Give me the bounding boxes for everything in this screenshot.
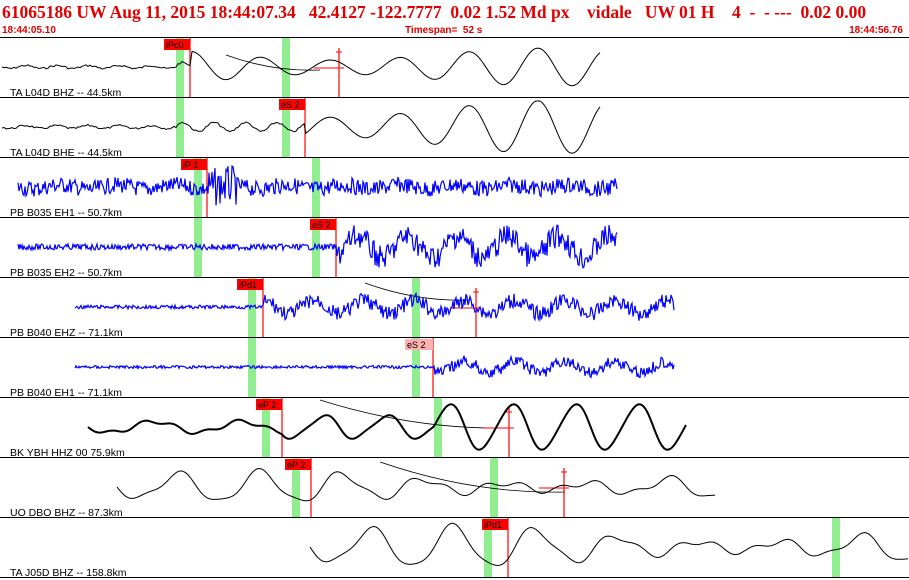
window-band[interactable] xyxy=(832,518,840,578)
pick-label-box[interactable] xyxy=(285,459,311,470)
station-label: PB B040 EH1 -- 71.1km xyxy=(10,387,122,399)
station-label: PB B035 EH2 -- 50.7km xyxy=(10,267,122,279)
station-label: UO DBO BHZ -- 87.3km xyxy=(10,507,123,519)
window-band[interactable] xyxy=(194,218,202,278)
pick-label: eP 2 xyxy=(258,400,276,410)
window-band[interactable] xyxy=(434,398,442,458)
waveform-trace xyxy=(74,291,675,323)
pick-label: iPd1 xyxy=(484,520,502,530)
window-band[interactable] xyxy=(176,98,184,158)
station-label: TA J05D BHZ -- 158.8km xyxy=(10,567,127,579)
trace-row[interactable]: eP 2 UO DBO BHZ -- 87.3km xyxy=(0,458,909,519)
window-band[interactable] xyxy=(176,38,184,98)
window-band[interactable] xyxy=(412,278,420,338)
station-label: PB B040 EHZ -- 71.1km xyxy=(10,327,123,339)
waveform-trace xyxy=(309,522,909,567)
pick-label-box[interactable] xyxy=(279,99,305,110)
station-label: BK YBH HHZ 00 75.9km xyxy=(10,447,125,459)
waveform-trace xyxy=(17,224,618,270)
waveform-trace xyxy=(17,165,618,206)
window-band[interactable] xyxy=(262,398,270,458)
pick-label: eP 2 xyxy=(287,460,305,470)
station-label: PB B035 EH1 -- 50.7km xyxy=(10,207,122,219)
window-band[interactable] xyxy=(490,458,498,518)
trace-row[interactable]: iPc0 TA L04D BHZ -- 44.5km xyxy=(0,38,909,99)
end-time-label: 18:44:56.76 xyxy=(849,25,903,36)
start-time-label: 18:44:05.10 xyxy=(2,25,56,36)
window-band[interactable] xyxy=(412,338,420,398)
waveform-trace xyxy=(74,354,675,379)
trace-row[interactable]: iPd1 PB B040 EHZ -- 71.1km xyxy=(0,278,909,339)
travel-time-curve xyxy=(319,399,511,429)
waveform-trace xyxy=(87,403,687,451)
window-band[interactable] xyxy=(292,458,300,518)
pick-label-box[interactable] xyxy=(237,279,263,290)
pick-label-box[interactable] xyxy=(256,399,282,410)
station-label: TA L04D BHZ -- 44.5km xyxy=(10,87,122,99)
pick-label-box[interactable] xyxy=(181,159,207,170)
waveform-trace xyxy=(116,467,715,502)
trace-row[interactable]: iPd1 TA J05D BHZ -- 158.8km xyxy=(0,518,909,579)
window-band[interactable] xyxy=(312,158,320,218)
station-label: TA L04D BHE -- 44.5km xyxy=(10,147,122,159)
trace-row[interactable]: eS 2 PB B040 EH1 -- 71.1km xyxy=(0,338,909,399)
window-band[interactable] xyxy=(248,278,256,338)
waveform-trace xyxy=(1,100,601,154)
pick-label-box[interactable] xyxy=(482,519,508,530)
event-summary-title: 61065186 UW Aug 11, 2015 18:44:07.34 42.… xyxy=(2,2,867,22)
event-header: 61065186 UW Aug 11, 2015 18:44:07.34 42.… xyxy=(0,0,909,38)
pick-label: iP 1 xyxy=(183,160,198,170)
waveform-trace xyxy=(1,47,601,87)
pick-label: eS 2 xyxy=(312,220,331,230)
pick-label: eS 2 xyxy=(281,100,300,110)
trace-row[interactable]: eS 2 PB B035 EH2 -- 50.7km xyxy=(0,218,909,279)
trace-row[interactable]: eP 2 BK YBH HHZ 00 75.9km xyxy=(0,398,909,459)
timespan-label: Timespan= 52 s xyxy=(405,25,483,36)
travel-time-curve xyxy=(225,54,321,71)
travel-time-curve xyxy=(379,461,566,493)
window-band[interactable] xyxy=(194,158,202,218)
pick-label-box[interactable] xyxy=(310,219,336,230)
window-band[interactable] xyxy=(282,38,290,98)
pick-label: iPd1 xyxy=(239,280,257,290)
pick-label: iPc0 xyxy=(166,40,184,50)
pick-label: eS 2 xyxy=(407,340,426,350)
pick-label-box[interactable] xyxy=(405,339,433,350)
pick-label-box[interactable] xyxy=(164,39,190,50)
travel-time-curve xyxy=(364,282,471,301)
window-band[interactable] xyxy=(484,518,492,578)
